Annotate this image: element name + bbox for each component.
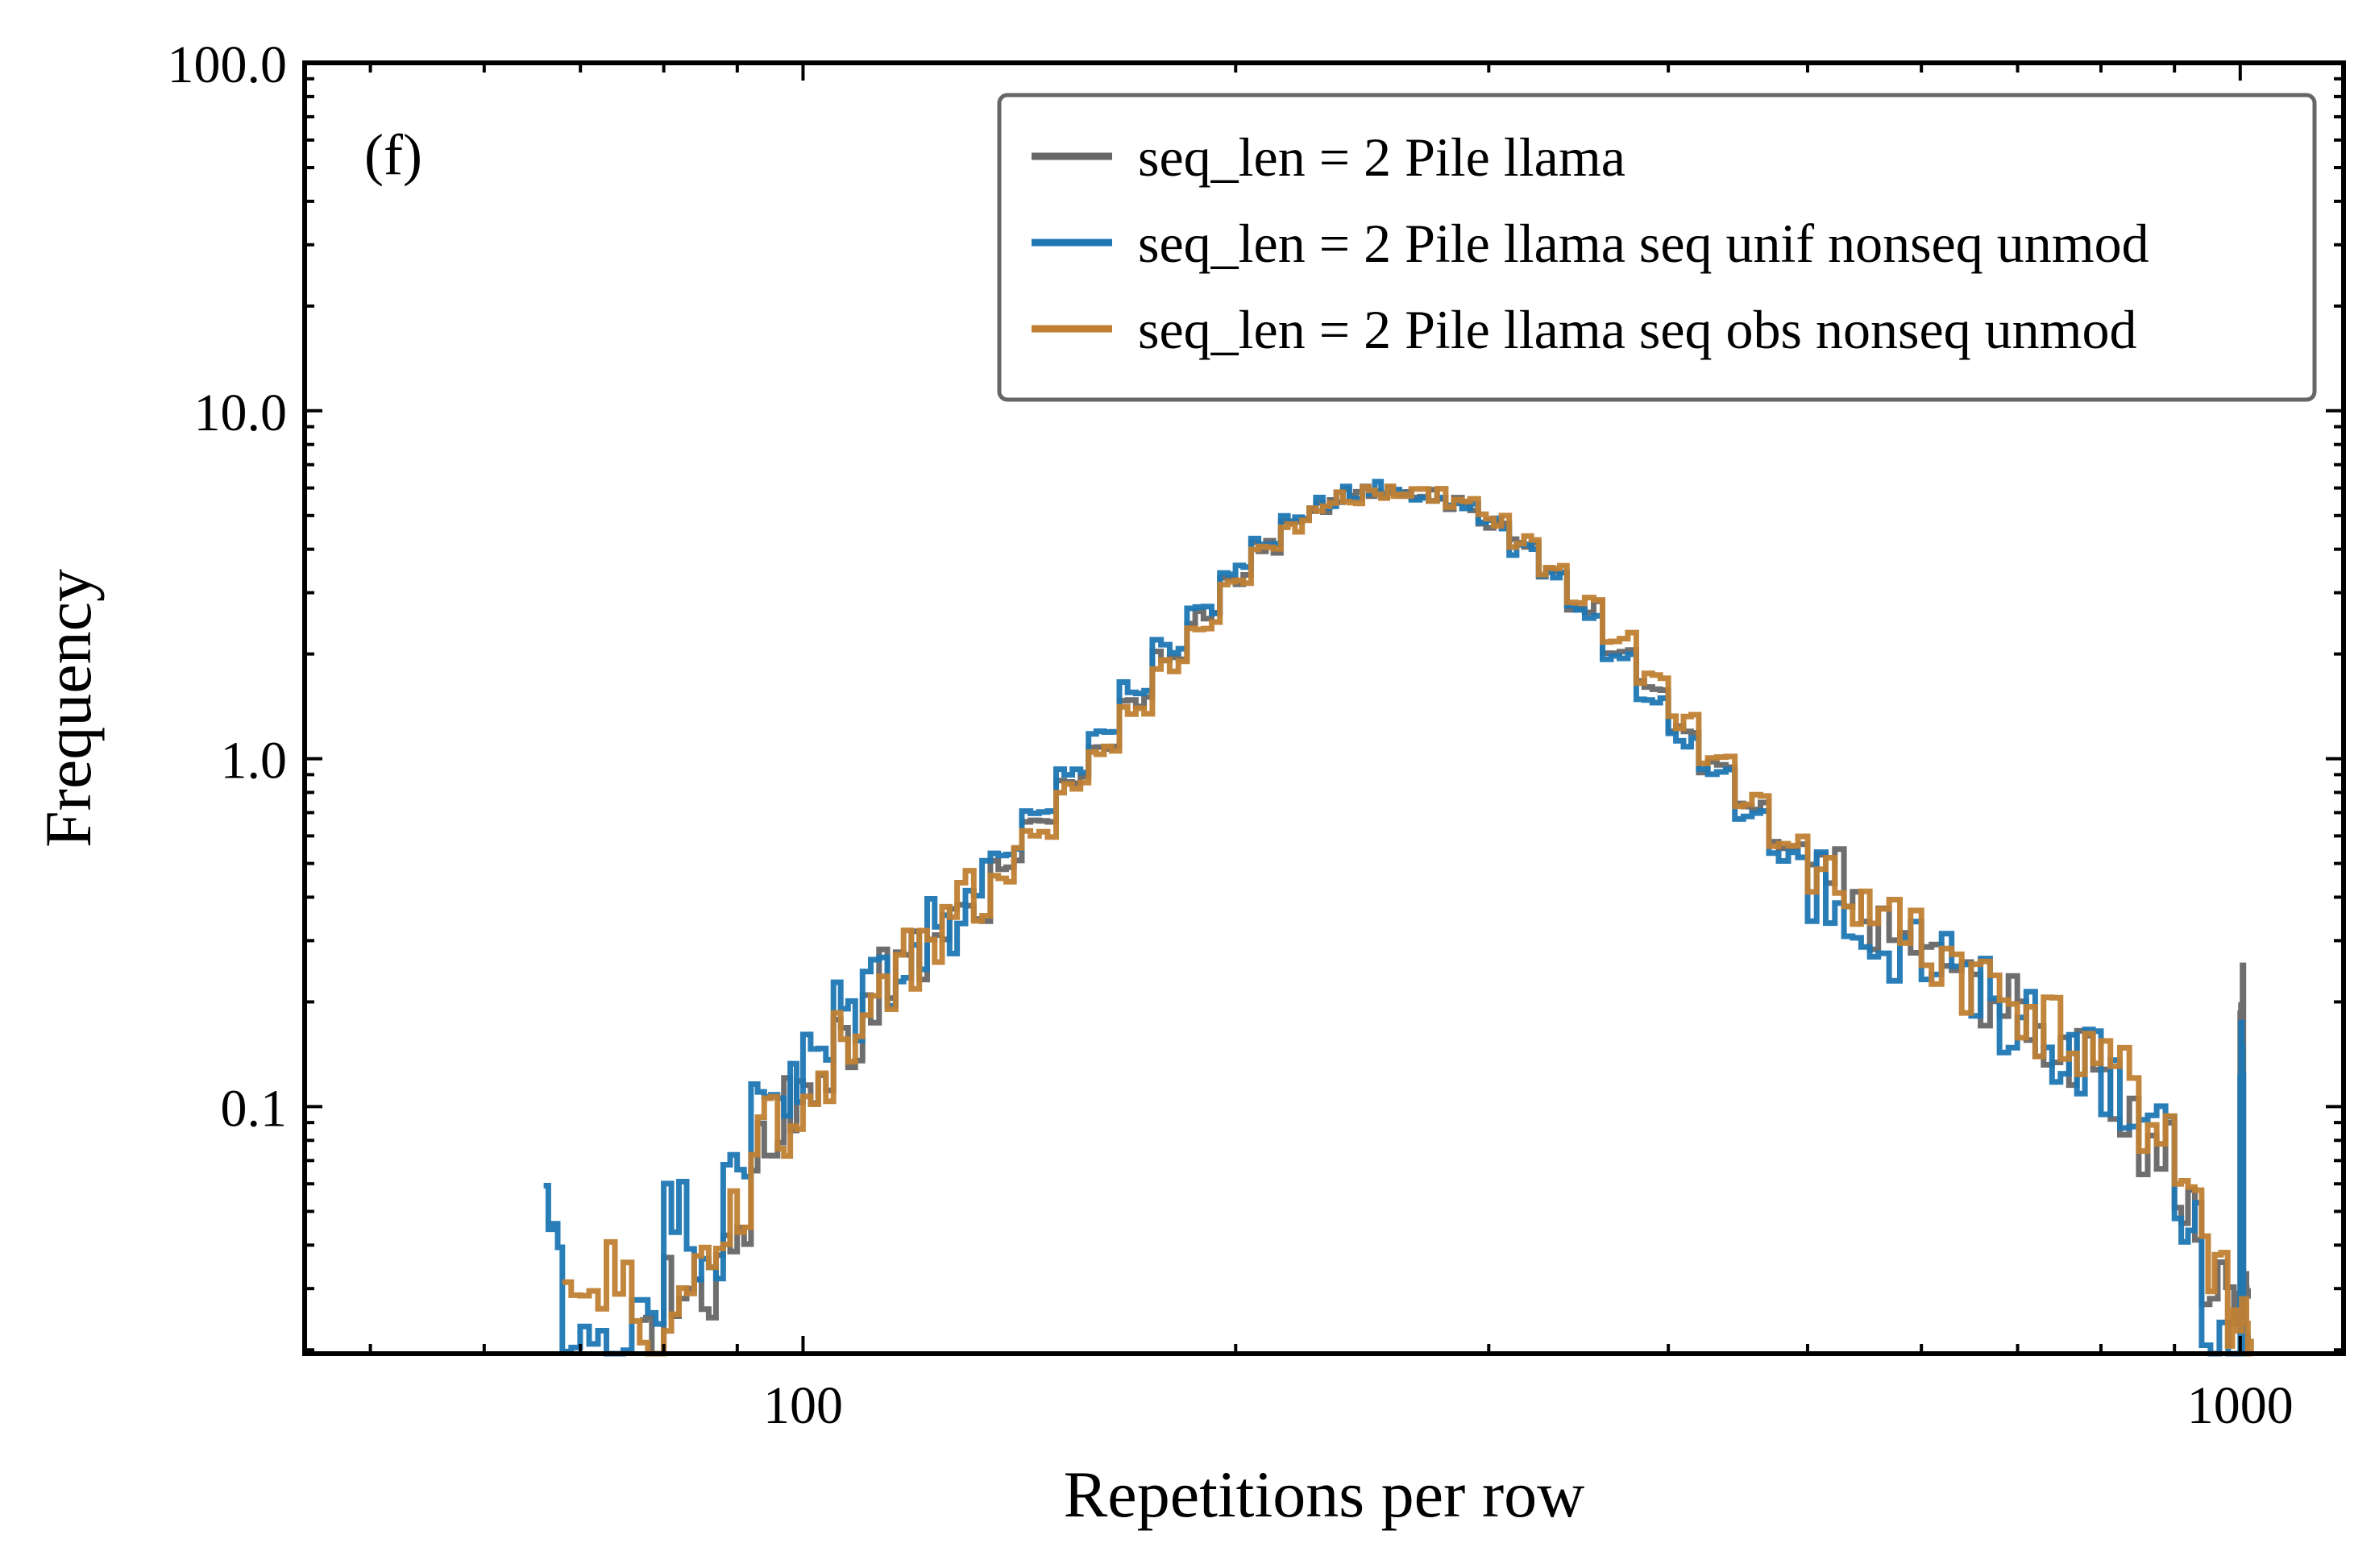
x-tick-label-1: 1000 [2187,1376,2294,1435]
legend-label-2: seq_len = 2 Pile llama seq obs nonseq un… [1138,299,2137,360]
y-tick-label-0: 0.1 [221,1079,288,1138]
plot-frame [302,60,2346,1356]
y-axis-label: Frequency [31,569,105,848]
panel-label: (f) [364,122,422,187]
x-tick-label-0: 100 [763,1376,843,1435]
y-tick-label-3: 100.0 [168,35,288,94]
series-line-2 [562,483,2254,1357]
y-tick-label-1: 1.0 [221,732,288,790]
y-tick-label-2: 10.0 [194,384,288,442]
series-layer [543,479,2254,1357]
legend: seq_len = 2 Pile llama seq_len = 2 Pile … [997,93,2317,402]
legend-box [997,93,2317,402]
legend-label-1: seq_len = 2 Pile llama seq unif nonseq u… [1138,213,2149,274]
legend-label-0: seq_len = 2 Pile llama [1138,127,1625,188]
ticks-layer: 100 1000 0.1 1.0 10.0 100.0 [168,35,2344,1435]
x-axis-label: Repetitions per row [1064,1458,1585,1531]
series-line-0 [640,483,2251,1357]
series-line-1 [543,479,2251,1357]
